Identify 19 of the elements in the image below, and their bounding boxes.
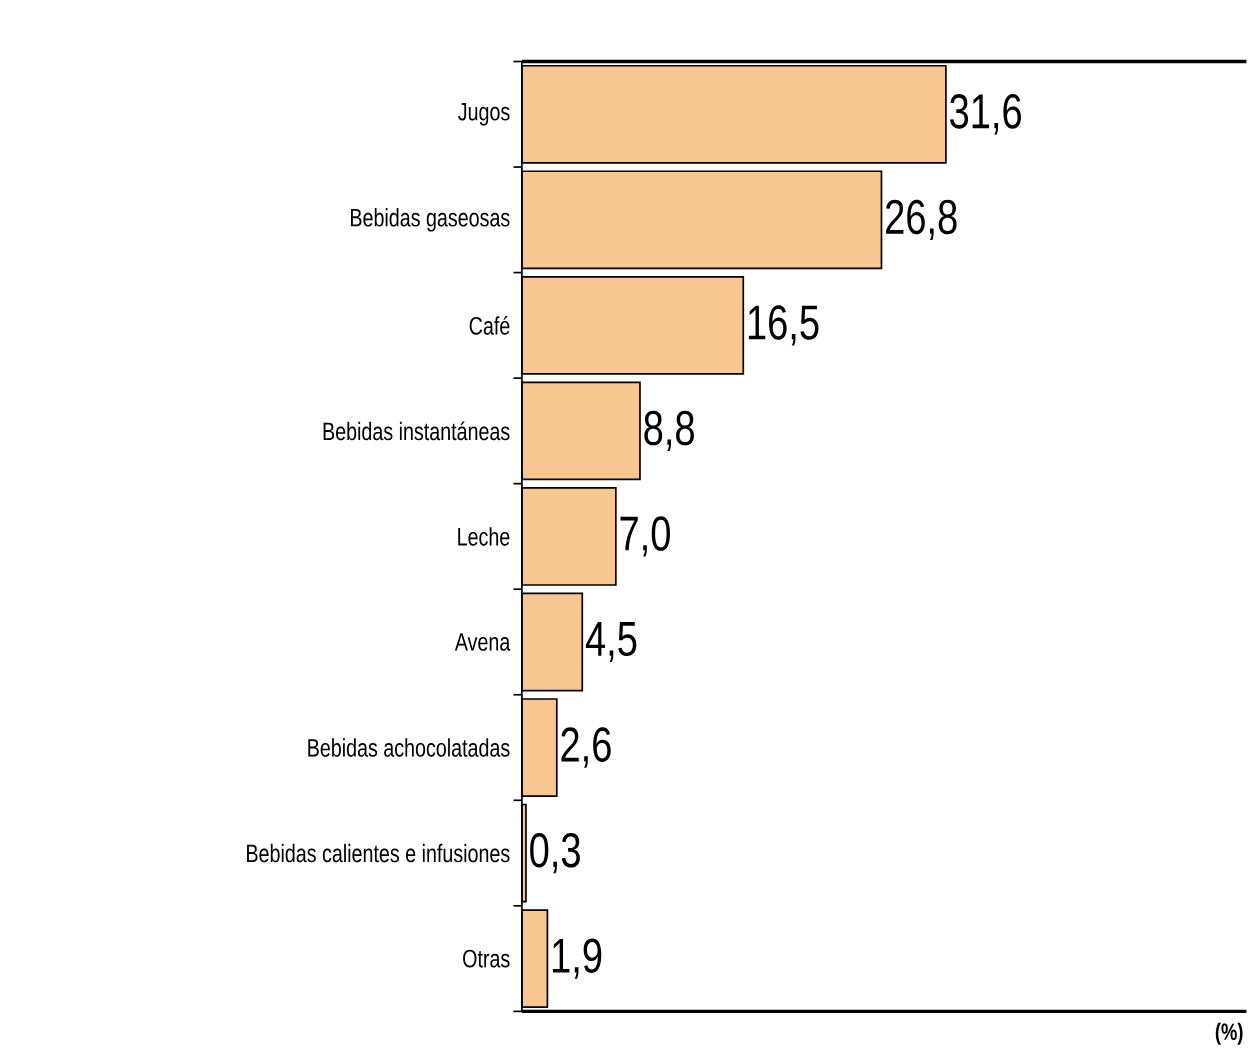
y-tick-label: Jugos [458, 103, 510, 126]
x-axis-title: (%) [1215, 1023, 1243, 1045]
data-label: 0,3 [530, 833, 580, 874]
y-tick-label: Café [469, 316, 510, 335]
data-label: 26,8 [886, 199, 957, 241]
y-tick-label: Leche [458, 527, 510, 546]
data-label: 4,5 [585, 622, 637, 663]
y-tick-label: Bebidas instantáneas [323, 421, 510, 441]
y-tick-label: Avena [454, 633, 511, 652]
y-tick-label: Bebidas achocolatadas [308, 738, 510, 758]
data-label: 1,9 [553, 938, 602, 979]
data-label: 31,6 [950, 94, 1021, 135]
data-label: 16,5 [748, 305, 819, 346]
data-label: 7,0 [620, 516, 670, 557]
y-tick-label: Bebidas gaseosas [351, 208, 510, 232]
data-label: 2,6 [561, 727, 611, 768]
data-label: 8,8 [644, 410, 694, 452]
y-tick-label: Bebidas calientes e infusiones [247, 844, 510, 863]
y-tick-label: Otras [463, 949, 510, 968]
